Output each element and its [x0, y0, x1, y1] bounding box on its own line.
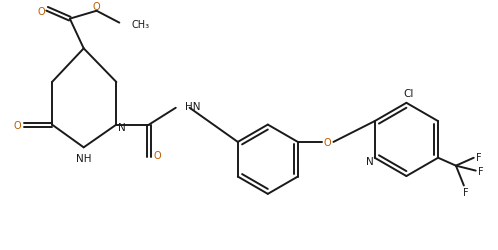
Text: O: O: [324, 137, 331, 147]
Text: CH₃: CH₃: [131, 20, 149, 30]
Text: O: O: [37, 7, 45, 17]
Text: O: O: [13, 120, 21, 130]
Text: F: F: [476, 152, 482, 162]
Text: N: N: [119, 122, 126, 132]
Text: Cl: Cl: [403, 88, 413, 99]
Text: N: N: [366, 156, 374, 166]
Text: O: O: [154, 151, 161, 160]
Text: NH: NH: [76, 154, 92, 164]
Text: O: O: [93, 2, 101, 12]
Text: F: F: [478, 166, 484, 176]
Text: HN: HN: [185, 101, 200, 111]
Text: F: F: [463, 188, 469, 198]
